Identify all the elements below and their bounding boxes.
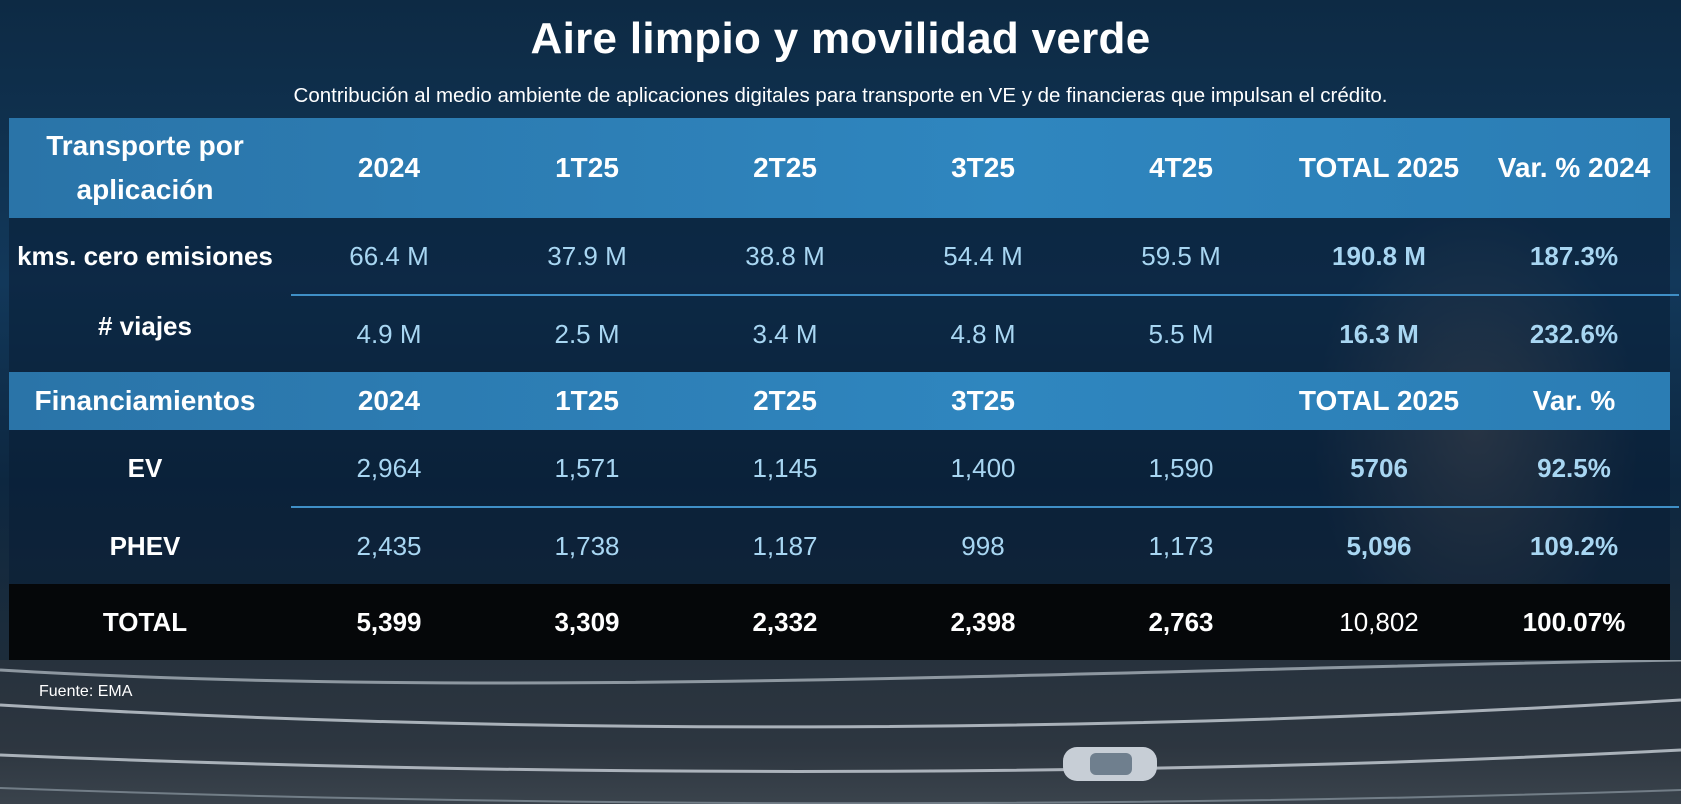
row-label-phev: PHEV <box>109 531 181 561</box>
table-cell-variation: 187.3% <box>1529 240 1619 271</box>
header-var: Var. % <box>1532 385 1616 416</box>
row-label-ev: EV <box>127 453 163 483</box>
table-cell-total: 190.8 M <box>1332 240 1426 271</box>
table-cell-total: 5,096 <box>1346 530 1412 561</box>
header-1t25: 1T25 <box>555 152 619 183</box>
highway-lines <box>0 660 1681 804</box>
table-cell: 2,435 <box>356 530 422 561</box>
header-4t25: 4T25 <box>1149 152 1213 183</box>
row-divider <box>291 294 1679 296</box>
table-cell: 4.8 M <box>950 318 1016 349</box>
transport-body: kms. cero emisiones 66.4 M 37.9 M 38.8 M… <box>9 218 1679 372</box>
table-row: EV 2,964 1,571 1,145 1,400 1,590 5706 92… <box>9 430 1670 506</box>
header-total-2025: TOTAL 2025 <box>1298 385 1460 416</box>
page-title: Aire limpio y movilidad verde <box>530 14 1151 63</box>
table-cell: 1,571 <box>554 452 620 483</box>
table-cell-variation: 232.6% <box>1529 318 1619 349</box>
car-icon <box>1063 747 1157 781</box>
table-cell: 37.9 M <box>547 240 627 271</box>
table-cell: 1,738 <box>554 530 620 561</box>
total-cell: 5,399 <box>356 606 422 637</box>
total-cell: 2,763 <box>1148 606 1214 637</box>
table-cell: 38.8 M <box>745 240 825 271</box>
table-cell: 2,964 <box>356 452 422 483</box>
table-cell: 1,590 <box>1148 452 1214 483</box>
financing-header-row: Financiamientos 2024 1T25 2T25 3T25 TOTA… <box>9 372 1670 430</box>
page-subtitle: Contribución al medio ambiente de aplica… <box>293 84 1388 107</box>
header-3t25: 3T25 <box>951 152 1015 183</box>
header-empty <box>1082 372 1280 430</box>
table-cell: 5.5 M <box>1148 318 1214 349</box>
header-var-2024: Var. % 2024 <box>1497 152 1651 183</box>
financing-body: EV 2,964 1,571 1,145 1,400 1,590 5706 92… <box>9 430 1679 584</box>
table-row: PHEV 2,435 1,738 1,187 998 1,173 5,096 1… <box>9 508 1670 584</box>
total-cell-variation: 100.07% <box>1522 606 1626 637</box>
table-cell-variation: 92.5% <box>1537 452 1611 483</box>
table-cell: 3.4 M <box>752 318 818 349</box>
header-2024: 2024 <box>357 152 421 183</box>
table-cell: 1,400 <box>950 452 1016 483</box>
source-note: Fuente: EMA <box>39 683 133 700</box>
table-row: # viajes 4.9 M 2.5 M 3.4 M 4.8 M 5.5 M 1… <box>9 296 1670 372</box>
row-divider <box>291 506 1679 508</box>
total-cell: 2,332 <box>752 606 818 637</box>
header-total-2025: TOTAL 2025 <box>1298 152 1460 183</box>
row-label-kms: kms. cero emisiones <box>17 241 273 271</box>
table-cell: 54.4 M <box>943 240 1023 271</box>
header-2024: 2024 <box>357 385 421 416</box>
row-label-total: TOTAL <box>102 606 188 637</box>
header-1t25: 1T25 <box>555 385 619 416</box>
table-cell: 1,145 <box>752 452 818 483</box>
total-cell: 3,309 <box>554 606 620 637</box>
header-3t25: 3T25 <box>951 385 1015 416</box>
total-row: TOTAL 5,399 3,309 2,332 2,398 2,763 10,8… <box>9 584 1670 660</box>
table-cell-total: 5706 <box>1350 452 1408 483</box>
header-transport-label: Transporte por aplicación <box>46 130 244 205</box>
table-cell: 59.5 M <box>1141 240 1221 271</box>
table-cell: 998 <box>961 530 1005 561</box>
table-cell: 1,187 <box>752 530 818 561</box>
header-2t25: 2T25 <box>753 385 817 416</box>
header-financing-label: Financiamientos <box>34 385 256 416</box>
transport-header-row: Transporte por aplicación 2024 1T25 2T25… <box>9 118 1670 218</box>
total-cell-2025: 10,802 <box>1339 606 1419 637</box>
highway-background <box>0 660 1681 804</box>
table-cell: 1,173 <box>1148 530 1214 561</box>
table-cell-variation: 109.2% <box>1529 530 1619 561</box>
table-cell: 4.9 M <box>356 318 422 349</box>
header-2t25: 2T25 <box>753 152 817 183</box>
total-cell: 2,398 <box>950 606 1016 637</box>
table-row: kms. cero emisiones 66.4 M 37.9 M 38.8 M… <box>9 218 1670 294</box>
table-cell: 2.5 M <box>554 318 620 349</box>
table-cell-total: 16.3 M <box>1339 318 1419 349</box>
table-cell: 66.4 M <box>349 240 429 271</box>
row-label-viajes: # viajes <box>98 311 192 341</box>
